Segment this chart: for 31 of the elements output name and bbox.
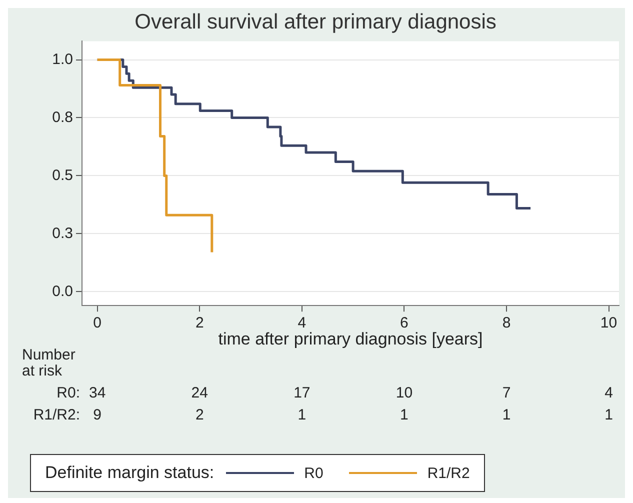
- legend-label: R0: [304, 464, 324, 482]
- x-tick-label: 0: [93, 314, 102, 332]
- text: 7: [502, 384, 511, 402]
- y-tick-label: 0.8: [52, 108, 73, 126]
- text: 17: [294, 384, 310, 402]
- x-tick-label: 2: [195, 314, 204, 332]
- text: 4: [604, 384, 613, 402]
- x-tick-label: 6: [400, 314, 408, 332]
- text: R1/R2:: [33, 406, 80, 424]
- y-tick-label: 0.0: [52, 282, 73, 300]
- x-tick-label: 4: [298, 314, 306, 332]
- text: R0:: [56, 384, 80, 402]
- text: 1: [400, 406, 408, 424]
- y-tick-label: 0.5: [52, 166, 73, 184]
- legend-label: R1/R2: [427, 464, 470, 482]
- x-axis-title: time after primary diagnosis [years]: [218, 329, 483, 348]
- text: 34: [89, 384, 106, 402]
- text: 10: [396, 384, 413, 402]
- text: Number at risk: [22, 346, 76, 380]
- text: 1: [502, 406, 511, 424]
- text: 1: [298, 406, 306, 424]
- text: 24: [191, 384, 208, 402]
- text: 2: [195, 406, 204, 424]
- x-tick-label: 10: [600, 314, 618, 332]
- legend-title: Definite margin status:: [45, 463, 214, 483]
- text: 9: [93, 406, 102, 424]
- x-tick-label: 8: [502, 314, 511, 332]
- chart-title: Overall survival after primary diagnosis: [134, 10, 496, 34]
- y-tick-label: 1.0: [52, 50, 73, 68]
- y-tick-label: 0.3: [52, 224, 73, 242]
- text: 1: [604, 406, 613, 424]
